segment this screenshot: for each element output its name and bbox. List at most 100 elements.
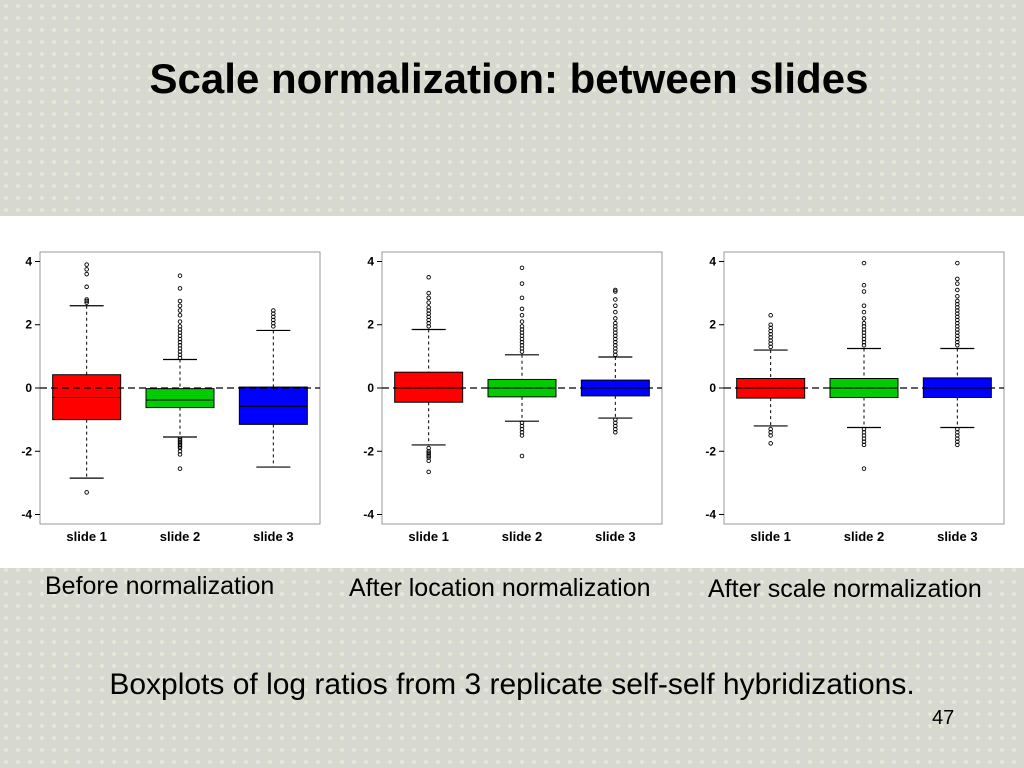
box-slide-2 <box>145 388 215 409</box>
outlier-point <box>955 298 960 304</box>
outlier-point <box>768 441 773 446</box>
y-tick-label: -4 <box>21 508 32 522</box>
box-slide-3 <box>238 386 308 425</box>
outlier-point <box>861 289 867 294</box>
x-tick-label: slide 1 <box>750 529 790 544</box>
slide-title: Scale normalization: between slides <box>149 55 869 102</box>
outlier-point <box>84 262 89 267</box>
outlier-point <box>84 490 89 495</box>
x-tick-label: slide 3 <box>595 529 635 544</box>
caption-location: After location normalization <box>349 574 651 602</box>
boxplot-location: -4 -2 0 2 4 slide 1 slide 2 slide 3 <box>363 251 663 544</box>
y-tick-label: 2 <box>25 318 32 332</box>
x-tick-label: slide 1 <box>408 529 448 544</box>
outlier-point <box>426 275 431 280</box>
outlier-point <box>426 453 431 459</box>
outlier-point <box>768 322 773 327</box>
y-tick-label: 0 <box>709 381 716 395</box>
outlier-point <box>519 433 525 438</box>
outlier-point <box>861 309 867 315</box>
y-tick-label: -2 <box>705 444 716 458</box>
outlier-point <box>768 433 773 438</box>
caption-scale: After scale normalization <box>708 575 982 603</box>
outlier-point <box>613 303 618 309</box>
outlier-point <box>519 265 525 271</box>
outlier-point <box>519 313 525 318</box>
y-tick-label: 0 <box>367 381 374 395</box>
outlier-point <box>84 267 89 272</box>
outlier-point <box>519 453 525 459</box>
outlier-point <box>177 444 183 449</box>
outlier-point <box>519 306 525 312</box>
outlier-point <box>84 297 89 302</box>
outlier-point <box>177 298 183 304</box>
box-slide-1 <box>394 371 464 403</box>
outlier-point <box>861 316 867 321</box>
outlier-point <box>177 466 183 471</box>
boxplot-before: -4 -2 0 2 4 slide 1 slide 2 slide 3 <box>21 251 321 544</box>
outlier-point <box>768 313 773 318</box>
outlier-point <box>613 297 618 302</box>
outlier-point <box>519 319 525 324</box>
y-tick-label: 4 <box>25 254 32 268</box>
outlier-point <box>177 273 183 278</box>
outlier-point <box>613 289 618 294</box>
outlier-point <box>955 294 960 299</box>
outlier-point <box>426 458 431 463</box>
outlier-point <box>177 313 183 318</box>
outlier-point <box>177 303 183 309</box>
outlier-point <box>177 308 183 313</box>
outlier-point <box>861 303 867 309</box>
outlier-point <box>955 442 960 448</box>
outlier-point <box>613 430 618 435</box>
y-tick-label: -4 <box>363 508 374 522</box>
outlier-point <box>177 452 183 457</box>
y-tick-label: -4 <box>705 508 716 522</box>
x-tick-label: slide 2 <box>844 529 884 544</box>
x-tick-label: slide 3 <box>937 529 977 544</box>
outlier-point <box>519 281 525 286</box>
outlier-point <box>613 309 618 315</box>
boxplot-scale: -4 -2 0 2 4 slide 1 slide 2 slide 3 <box>705 251 1005 544</box>
outlier-point <box>426 295 431 301</box>
outlier-point <box>426 290 431 296</box>
caption-before: Before normalization <box>45 572 275 600</box>
outlier-point <box>955 281 960 286</box>
x-tick-label: slide 3 <box>253 529 293 544</box>
outlier-point <box>613 320 618 326</box>
outlier-point <box>955 260 960 266</box>
x-tick-label: slide 2 <box>160 529 200 544</box>
outlier-point <box>271 308 276 313</box>
y-tick-label: 4 <box>367 254 374 268</box>
outlier-point <box>861 320 867 326</box>
outlier-point <box>861 282 867 288</box>
outlier-point <box>519 324 525 329</box>
outlier-point <box>861 466 867 471</box>
y-tick-label: -2 <box>363 444 374 458</box>
outlier-point <box>955 276 960 282</box>
outlier-point <box>426 469 431 475</box>
page-number: 47 <box>932 707 955 729</box>
x-tick-label: slide 1 <box>66 529 106 544</box>
y-tick-label: 2 <box>367 318 374 332</box>
slide-subtitle: Boxplots of log ratios from 3 replicate … <box>109 668 915 701</box>
outlier-point <box>861 260 867 266</box>
outlier-point <box>955 287 960 293</box>
outlier-point <box>861 442 867 448</box>
outlier-point <box>426 300 431 305</box>
outlier-point <box>519 295 525 301</box>
outlier-point <box>84 271 89 277</box>
outlier-point <box>177 286 183 291</box>
y-tick-label: 4 <box>709 254 716 268</box>
x-tick-label: slide 2 <box>502 529 542 544</box>
outlier-point <box>426 305 431 310</box>
outlier-point <box>84 298 89 304</box>
outlier-point <box>177 324 183 329</box>
y-tick-label: -2 <box>21 444 32 458</box>
y-tick-label: 2 <box>709 318 716 332</box>
outlier-point <box>613 316 618 321</box>
outlier-point <box>84 284 89 290</box>
outlier-point <box>613 287 618 293</box>
y-tick-label: 0 <box>25 381 32 395</box>
outlier-point <box>177 319 183 324</box>
